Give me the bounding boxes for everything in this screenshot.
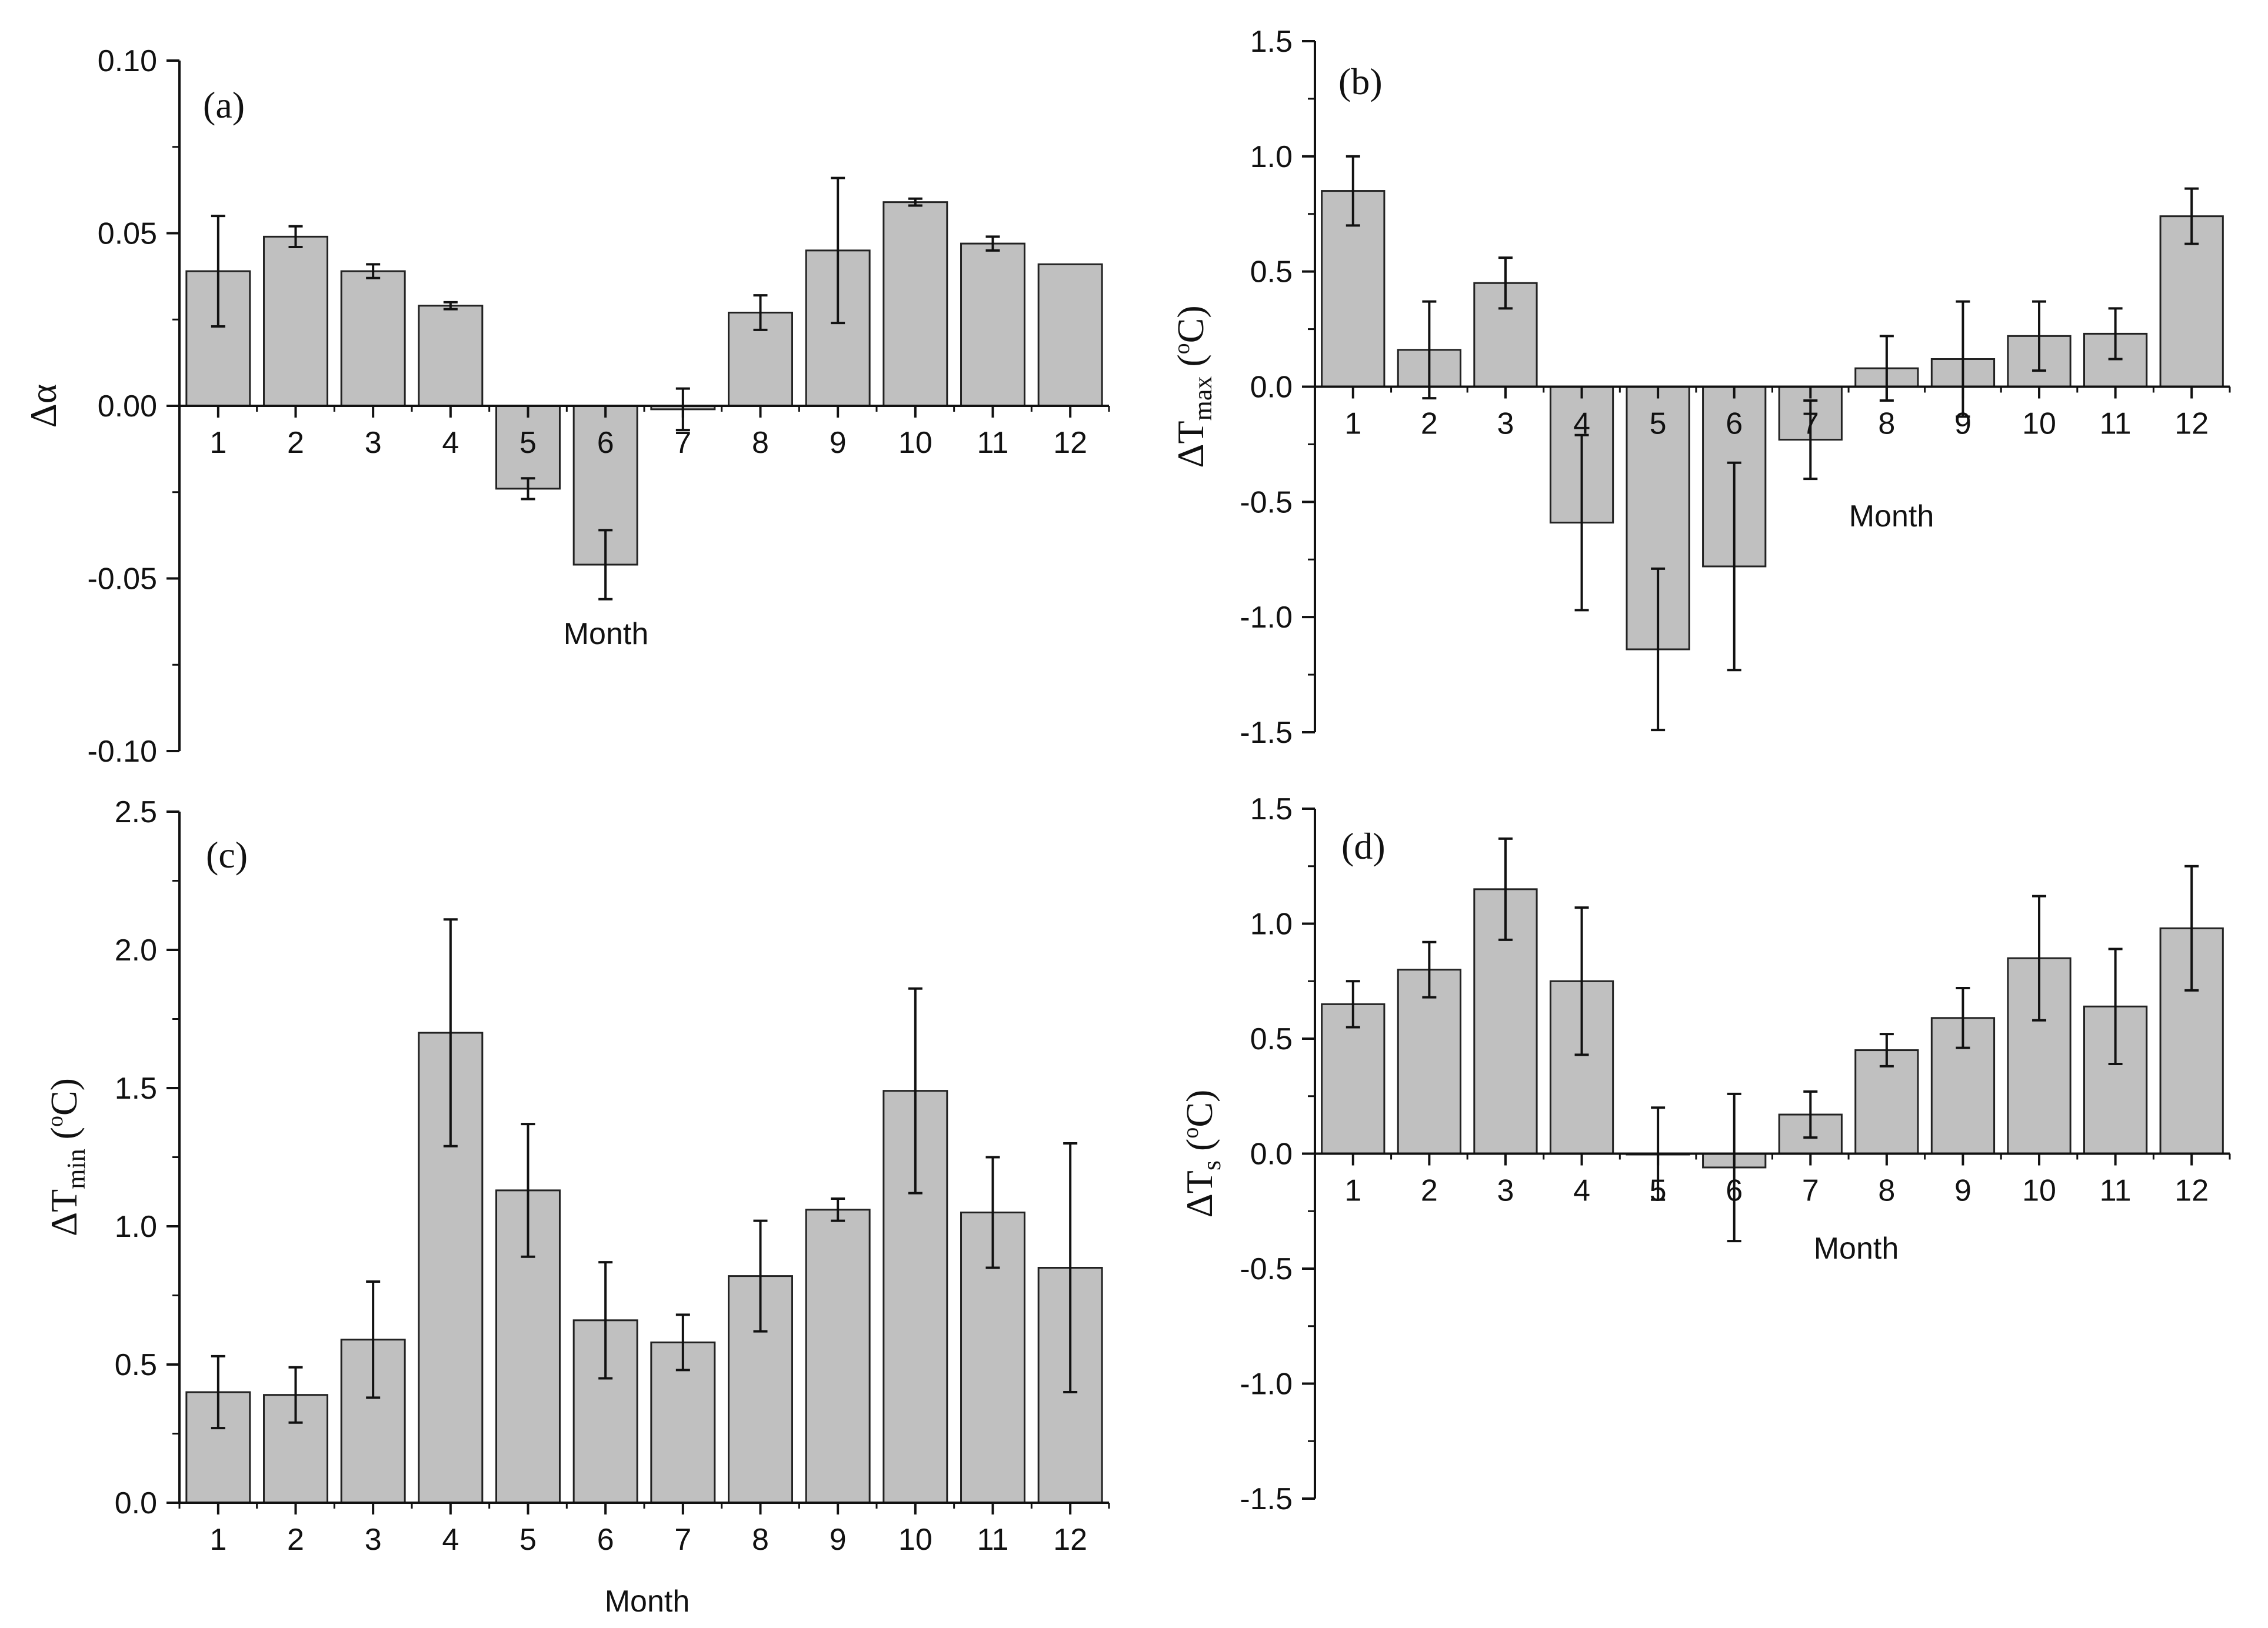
x-tick-label: 8	[752, 1523, 769, 1557]
panel-tag: (a)	[203, 84, 245, 126]
x-tick-label: 3	[1497, 407, 1514, 441]
x-tick-label: 1	[1344, 1174, 1361, 1208]
x-tick-label: 11	[2100, 1174, 2132, 1208]
x-tick-label: 11	[2100, 407, 2132, 441]
bar	[263, 235, 328, 407]
x-axis-label: Month	[564, 617, 649, 651]
bar	[1037, 263, 1103, 407]
x-tick-label: 1	[1344, 407, 1361, 441]
x-tick-label: 1	[209, 1523, 227, 1557]
y-tick-label: 1.5	[1250, 25, 1293, 59]
x-tick-label: 7	[674, 1523, 691, 1557]
x-tick-label: 6	[597, 1523, 614, 1557]
y-tick-label: 1.5	[115, 1072, 157, 1106]
y-tick-label: -1.5	[1240, 1482, 1293, 1516]
x-tick-label: 8	[1878, 407, 1895, 441]
x-tick-label: 4	[442, 426, 459, 460]
y-axis-label: ΔTs (oC)	[1178, 1090, 1226, 1218]
y-tick-label: 2.5	[115, 795, 157, 829]
x-tick-label: 1	[209, 426, 227, 460]
x-tick-label: 12	[2174, 1174, 2209, 1208]
y-tick-label: 2.0	[115, 933, 157, 968]
x-tick-label: 2	[1421, 407, 1438, 441]
x-tick-label: 4	[1573, 407, 1590, 441]
panel-tag: (b)	[1338, 61, 1383, 102]
y-tick-label: -0.5	[1240, 1252, 1293, 1286]
y-tick-label: 1.5	[1250, 792, 1293, 826]
bar	[882, 201, 948, 407]
x-tick-label: 5	[519, 426, 537, 460]
x-axis-label: Month	[1814, 1232, 1899, 1266]
y-tick-label: 0.0	[1250, 371, 1293, 405]
x-tick-label: 7	[1802, 1174, 1819, 1208]
x-tick-label: 9	[1954, 407, 1971, 441]
x-tick-label: 9	[830, 426, 847, 460]
x-tick-label: 7	[1802, 407, 1819, 441]
panel-d: -1.5-1.0-0.50.00.51.01.51 2 3 4 5 6 7 8 9 10 11 12M…	[1178, 792, 2231, 1516]
y-tick-label: 0.0	[115, 1486, 157, 1520]
x-tick-label: 3	[1497, 1174, 1514, 1208]
y-axis-label: ΔTmax (oC)	[1170, 305, 1217, 468]
x-tick-label: 6	[597, 426, 614, 460]
x-tick-label: 3	[365, 1523, 382, 1557]
bar	[1397, 969, 1462, 1155]
panel-b: -1.5-1.0-0.50.00.51.01.51 2 3 4 5 6 7 8 9 10 11 12M…	[1170, 25, 2231, 750]
x-tick-label: 4	[442, 1523, 459, 1557]
y-tick-label: -0.5	[1240, 485, 1293, 519]
y-tick-label: -1.5	[1240, 716, 1293, 750]
x-tick-label: 8	[752, 426, 769, 460]
y-tick-label: -1.0	[1240, 1367, 1293, 1402]
y-tick-label: -0.10	[87, 735, 157, 769]
x-tick-label: 9	[830, 1523, 847, 1557]
y-axis-label: Δα	[22, 384, 64, 428]
panel-tag: (d)	[1341, 825, 1386, 867]
bar	[805, 1209, 871, 1504]
x-tick-label: 12	[1053, 1523, 1087, 1557]
y-tick-label: 0.00	[98, 389, 157, 423]
y-tick-label: 1.0	[1250, 908, 1293, 942]
x-tick-label: 12	[2174, 407, 2209, 441]
x-tick-label: 7	[674, 426, 691, 460]
y-tick-label: 0.5	[115, 1348, 157, 1382]
bar	[418, 305, 484, 407]
y-tick-label: 1.0	[1250, 140, 1293, 174]
y-axis-label: ΔTmin (oC)	[43, 1078, 91, 1236]
x-tick-label: 4	[1573, 1174, 1590, 1208]
y-tick-label: 0.5	[1250, 255, 1293, 289]
x-tick-label: 5	[519, 1523, 537, 1557]
x-tick-label: 10	[2022, 407, 2056, 441]
x-tick-label: 10	[2022, 1174, 2056, 1208]
x-tick-label: 12	[1053, 426, 1087, 460]
y-tick-label: -1.0	[1240, 601, 1293, 635]
x-tick-label: 11	[977, 1523, 1009, 1557]
x-tick-label: 8	[1878, 1174, 1895, 1208]
x-tick-label: 5	[1650, 407, 1667, 441]
y-tick-label: 0.10	[98, 44, 157, 78]
x-axis-label: Month	[1849, 499, 1934, 533]
y-tick-label: 1.0	[115, 1210, 157, 1244]
bar	[340, 270, 406, 407]
panel-a: -0.10-0.050.000.050.101 2 3 4 5 6 7 8 9 10 11 12Mon…	[22, 44, 1110, 769]
x-axis-label: Month	[605, 1584, 690, 1619]
panel-c: 0.00.51.01.52.02.51 2 3 4 5 6 7 8 9 10 11 12Month(c…	[43, 795, 1110, 1619]
y-tick-label: 0.05	[98, 217, 157, 251]
x-tick-label: 10	[898, 1523, 932, 1557]
panel-tag: (c)	[206, 834, 248, 876]
x-tick-label: 9	[1954, 1174, 1971, 1208]
bar	[960, 242, 1025, 407]
x-tick-label: 6	[1726, 1174, 1743, 1208]
x-tick-label: 3	[365, 426, 382, 460]
x-tick-label: 5	[1650, 1174, 1667, 1208]
x-tick-label: 2	[287, 426, 304, 460]
x-tick-label: 6	[1726, 407, 1743, 441]
x-tick-label: 2	[287, 1523, 304, 1557]
x-tick-label: 10	[898, 426, 932, 460]
y-tick-label: 0.5	[1250, 1022, 1293, 1056]
y-tick-label: 0.0	[1250, 1137, 1293, 1172]
y-tick-label: -0.05	[87, 562, 157, 596]
x-tick-label: 11	[977, 426, 1009, 460]
x-tick-label: 2	[1421, 1174, 1438, 1208]
